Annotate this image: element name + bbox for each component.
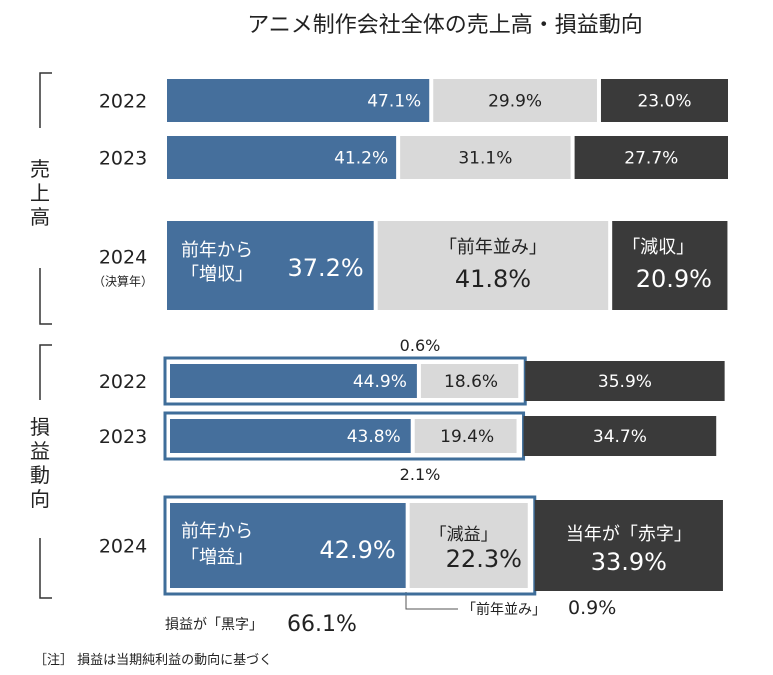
profit-black-label: 損益が「黒字」 [165,617,263,633]
bar-value-label: 35.9% [598,372,652,392]
row-year-label: 2022 [99,371,147,393]
bar-value-label: 31.1% [458,149,512,169]
bar-value-label: 29.9% [488,92,542,112]
bar-increase [167,136,397,179]
bar-value-label: 41.2% [334,149,388,169]
profit-bracket [39,344,52,599]
bar-increase [170,503,406,588]
bar-caption: 「減収」 [622,237,694,258]
bar-caption: 前年から [181,521,253,542]
flat-extra-label: 0.6% [400,336,441,355]
bar-value-label: 33.9% [591,548,667,576]
bar-caption: 「減益」 [430,525,498,545]
bar-value-label: 42.9% [319,536,395,564]
bar-caption: 「前年並み」 [439,237,547,258]
chart-note: ［注］ 損益は当期純利益の動向に基づく [34,652,272,668]
bar-value-label: 22.3% [446,545,522,573]
bar-caption: 前年から [181,240,253,261]
chart-title: アニメ制作会社全体の売上高・損益動向 [247,13,643,38]
bar-flat [409,503,528,588]
bar-flat [414,419,517,453]
bar-value-label: 27.7% [624,149,678,169]
profit-black-value: 66.1% [287,612,357,637]
group-label-sales: 売上高 [30,157,50,229]
bar-increase [170,419,411,453]
row-year-label: 2022 [99,91,147,113]
bar-decrease [525,361,725,401]
bar-value-label: 41.8% [455,265,531,293]
bar-value-label: 43.8% [347,427,401,447]
flat-annotation-label: 「前年並み」 [462,601,546,618]
bar-value-label: 23.0% [637,92,691,112]
flat-annotation-line [405,592,458,610]
bar-value-label: 44.9% [353,372,407,392]
bar-caption: 当年が「赤字」 [566,524,692,545]
bar-value-label: 47.1% [367,92,421,112]
bar-flat [377,221,609,310]
bar-value-label: 37.2% [287,254,363,282]
bar-flat [433,79,597,122]
bar-decrease [534,500,723,591]
bar-decrease [523,416,717,456]
bar-decrease [600,79,728,122]
row-year-label: 2024 [99,536,147,558]
flat-annotation-value: 0.9% [568,597,616,619]
row-year-label: 2024 [99,247,147,269]
bars-layer: 2022 47.1% 29.9% 23.0% 2023 41.2% 31.1% 27.7% 20… [93,79,728,596]
bar-value-label: 20.9% [636,265,712,293]
bar-value-label: 19.4% [440,427,494,447]
group-label-profit: 損益動向 [30,415,50,511]
bar-decrease [612,221,728,310]
bar-caption: 「増益」 [181,547,253,568]
flat-extra-label: 2.1% [400,465,441,484]
row-year-label: 2023 [99,148,147,170]
bar-flat [400,136,571,179]
row-year-note: （決算年） [93,274,153,289]
bar-decrease [574,136,728,179]
row-year-label: 2023 [99,426,147,448]
bar-value-label: 34.7% [593,427,647,447]
bar-increase [170,364,417,398]
bar-value-label: 18.6% [444,372,498,392]
bar-flat [420,364,519,398]
bar-increase [167,79,430,122]
bar-increase [167,221,374,310]
bar-caption: 「増収」 [181,264,253,285]
sales-bracket [39,72,52,325]
